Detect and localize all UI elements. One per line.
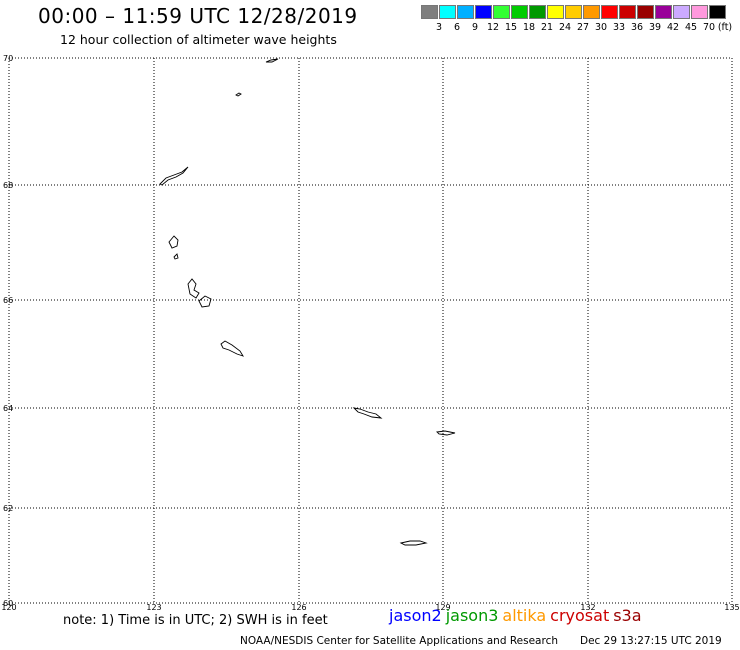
- satellite-jason2: jason2: [389, 606, 442, 625]
- footer-credit: NOAA/NESDIS Center for Satellite Applica…: [240, 635, 558, 647]
- color-scale-label: 27: [576, 22, 590, 33]
- color-swatch: [601, 5, 618, 19]
- coastline: [173, 253, 179, 260]
- color-swatch: [475, 5, 492, 19]
- color-swatch: [655, 5, 672, 19]
- map-title: 00:00 – 11:59 UTC 12/28/2019: [38, 4, 358, 28]
- color-swatch: [565, 5, 582, 19]
- coastline-fragments: [159, 58, 456, 546]
- footer-timestamp: Dec 29 13:27:15 UTC 2019: [580, 635, 722, 647]
- longitude-label: 129: [435, 603, 450, 612]
- color-scale-unit: (ft): [717, 22, 733, 33]
- color-swatch: [709, 5, 726, 19]
- coastline: [399, 540, 428, 546]
- longitude-label: 123: [146, 603, 161, 612]
- color-swatch: [439, 5, 456, 19]
- color-scale-label: 6: [453, 22, 461, 33]
- color-swatch: [673, 5, 690, 19]
- map-subtitle: 12 hour collection of altimeter wave hei…: [60, 32, 337, 47]
- color-scale-label: 33: [612, 22, 626, 33]
- latitude-label: 66: [3, 296, 13, 305]
- color-swatch: [619, 5, 636, 19]
- color-scale-label: 36: [630, 22, 644, 33]
- latitude-label: 62: [3, 504, 13, 513]
- coastline: [436, 430, 456, 436]
- color-scale-label: 70: [702, 22, 716, 33]
- color-scale-label: 45: [684, 22, 698, 33]
- coastline: [352, 407, 383, 419]
- longitude-label: 120: [1, 603, 16, 612]
- satellite-cryosat: cryosat: [550, 606, 610, 625]
- latitude-label: 64: [3, 404, 13, 413]
- coastline: [265, 58, 279, 63]
- satellite-altika: altika: [502, 606, 547, 625]
- longitude-label: 126: [291, 603, 306, 612]
- coastline: [159, 166, 189, 186]
- color-scale-label: 24: [558, 22, 572, 33]
- satellite-jason3: jason3: [445, 606, 499, 625]
- color-swatch: [457, 5, 474, 19]
- satellite-s3a: s3a: [613, 606, 642, 625]
- coastline: [198, 295, 212, 308]
- units-note: note: 1) Time is in UTC; 2) SWH is in fe…: [63, 613, 328, 628]
- coastline: [168, 235, 179, 249]
- latitude-label: 70: [3, 54, 13, 63]
- coastline: [187, 278, 200, 299]
- color-scale-label: 3: [435, 22, 443, 33]
- color-scale-label: 42: [666, 22, 680, 33]
- color-scale-legend: 3 6 9 12 15 18 21 24 27 30 33 36 39 42 45 70 (ft): [421, 5, 732, 37]
- color-swatch: [493, 5, 510, 19]
- longitude-label: 135: [724, 603, 739, 612]
- color-swatch: [529, 5, 546, 19]
- color-scale-label: 12: [486, 22, 500, 33]
- longitude-label: 132: [580, 603, 595, 612]
- color-swatch: [691, 5, 708, 19]
- graticule: [8, 57, 733, 604]
- color-scale-label: 15: [504, 22, 518, 33]
- coastline: [235, 92, 242, 97]
- coastline: [220, 340, 245, 357]
- color-swatch: [547, 5, 564, 19]
- color-swatch: [421, 5, 438, 19]
- color-swatch: [637, 5, 654, 19]
- color-scale-label: 21: [540, 22, 554, 33]
- latitude-label: 68: [3, 181, 13, 190]
- color-swatch: [583, 5, 600, 19]
- color-scale-label: 39: [648, 22, 662, 33]
- latitude-label: 60: [3, 599, 13, 608]
- color-scale-label: 18: [522, 22, 536, 33]
- color-scale-label: 9: [471, 22, 479, 33]
- satellite-legend: jason2 jason3 altika cryosat s3a: [389, 606, 646, 625]
- color-scale-label: 30: [594, 22, 608, 33]
- color-swatch: [511, 5, 528, 19]
